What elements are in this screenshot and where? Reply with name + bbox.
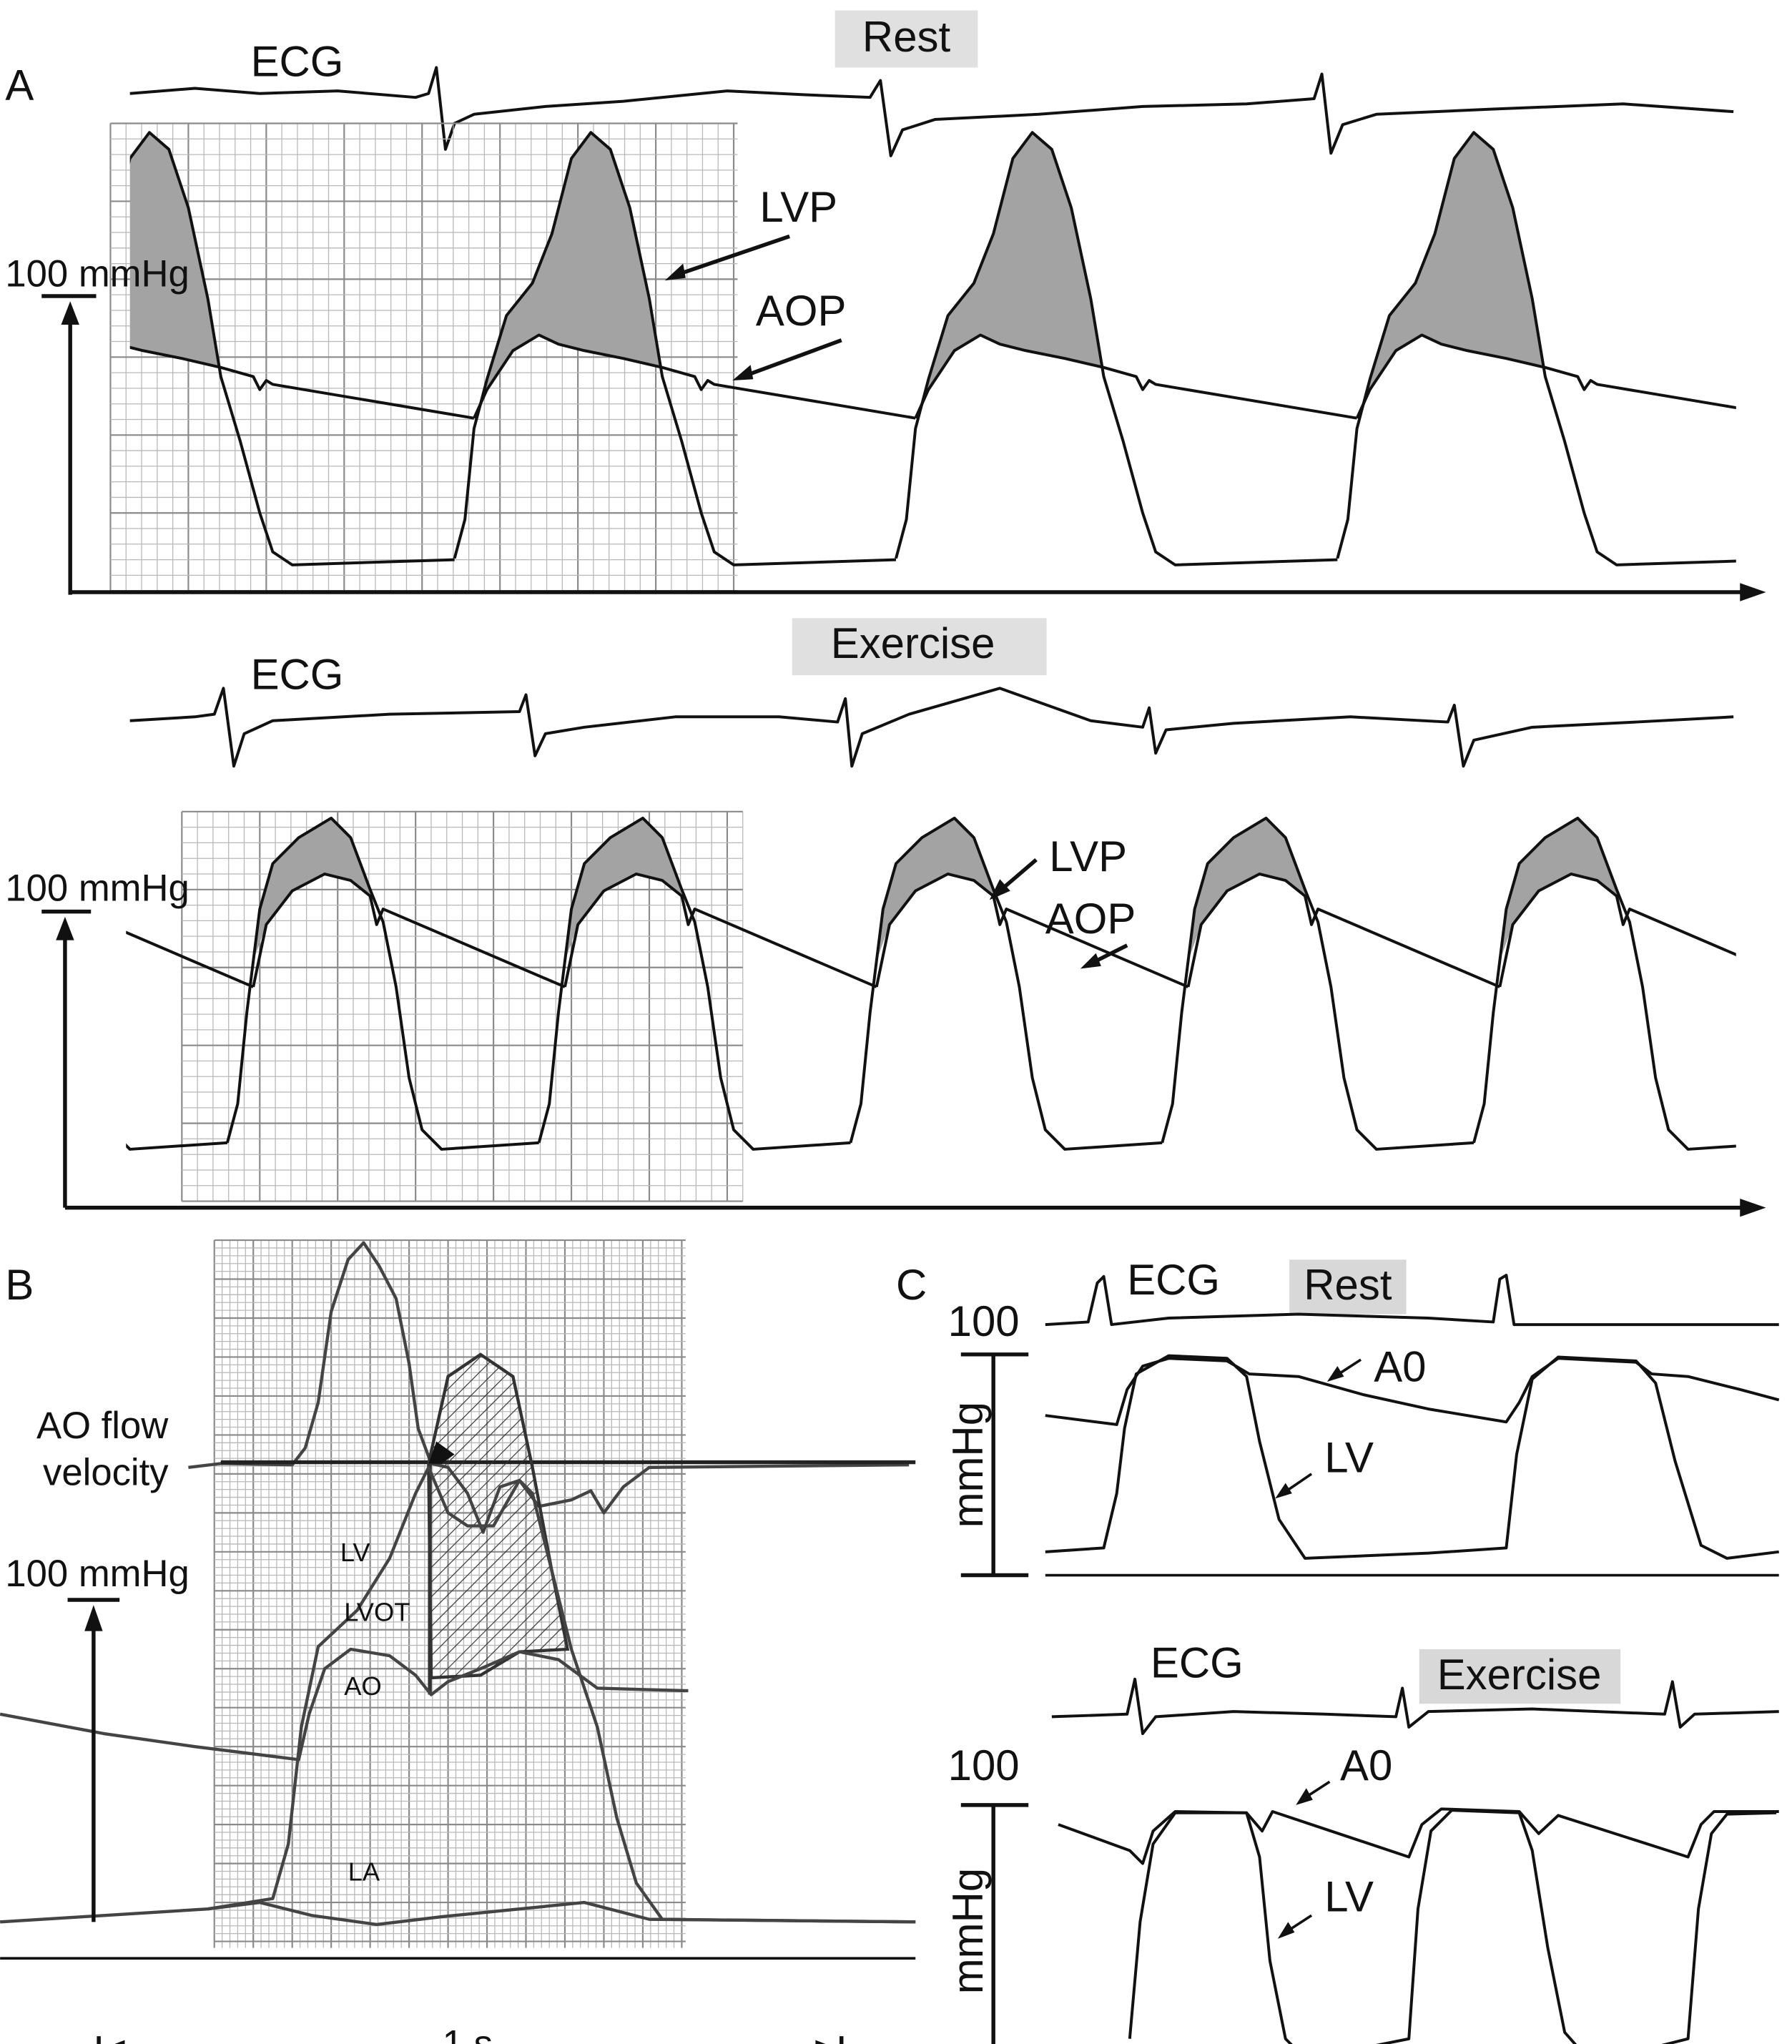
condition-label: Exercise [1437, 1651, 1602, 1699]
ecg-trace [129, 687, 1734, 768]
pointer [674, 234, 790, 277]
label-box [1419, 1649, 1621, 1704]
panel-a: A Rest ECG LVP AOP 100 mmHg [5, 10, 1766, 601]
ecg-label: ECG [1127, 1256, 1220, 1304]
panel-label: B [5, 1261, 34, 1309]
grid [213, 1239, 686, 1948]
arrowhead [56, 916, 74, 940]
lv-label: LV [1324, 1434, 1374, 1482]
lv-label: LV [1324, 1872, 1374, 1920]
arrowhead [1277, 1922, 1295, 1939]
lvp-label: LVP [759, 183, 837, 231]
ao-trace [0, 1647, 689, 1762]
ao-label: A0 [1340, 1741, 1392, 1789]
ecg-label: ECG [251, 651, 344, 699]
arrowhead [1080, 953, 1101, 969]
condition-label: Rest [1304, 1261, 1392, 1309]
aop-trace [1498, 873, 1736, 988]
trace-label: AO [344, 1671, 381, 1701]
lvp-trace [129, 131, 456, 566]
label-box [1289, 1259, 1407, 1315]
panel-c: C ECG Rest 100 mmHg A0 LV ECG Exercise 1… [896, 1256, 1780, 2044]
axis-unit: mmHg [944, 1402, 992, 1528]
lvp-trace [895, 131, 1339, 566]
axis-unit: mmHg [944, 1868, 992, 1994]
ao-label: A0 [1374, 1342, 1426, 1390]
la-trace [0, 1900, 916, 1927]
trace-label: LV [340, 1538, 370, 1567]
arrowhead [84, 1605, 103, 1631]
aop-label: AOP [1045, 895, 1136, 943]
arrowhead [1296, 1788, 1313, 1805]
arrowhead [664, 263, 686, 281]
aop-trace [129, 333, 476, 420]
arrowhead [1275, 1483, 1292, 1499]
ecg-trace [129, 66, 1734, 157]
label-box [835, 10, 978, 68]
arrowhead [989, 879, 1010, 900]
pressure-traces [129, 131, 1736, 566]
scale-label: 100 mmHg [5, 1553, 189, 1595]
flow-label: velocity [43, 1452, 169, 1494]
aop-trace [252, 873, 566, 988]
lv-trace [1045, 1354, 1779, 1560]
shaded-area [1357, 132, 1545, 429]
trace-label: LA [348, 1857, 380, 1887]
time-scale-label: 1 s [443, 2023, 493, 2044]
ecg-trace [1045, 1274, 1779, 1327]
arrowhead [1326, 1366, 1344, 1382]
aop-trace [914, 333, 1359, 420]
scale-value: 100 [948, 1297, 1020, 1345]
scale-label: 100 mmHg [5, 253, 189, 295]
aop-trace [1186, 873, 1502, 988]
aop-label: AOP [756, 287, 847, 335]
label-box [792, 618, 1047, 676]
flow-label: AO flow [36, 1405, 169, 1447]
notch [428, 1441, 455, 1464]
panel-b: B AO flow velocity LV LVOT AO LA 100 mmH… [0, 1239, 916, 2044]
shaded-area [473, 132, 663, 429]
lvp-trace [1336, 131, 1736, 566]
arrowhead [732, 365, 754, 381]
arrowhead [1740, 1198, 1766, 1217]
shaded-area [915, 132, 1104, 429]
pointer [742, 338, 842, 379]
pressure-traces [126, 816, 1736, 1151]
pointer [998, 858, 1038, 893]
lvp-label: LVP [1049, 832, 1127, 880]
ao-trace [1058, 1807, 1779, 1865]
ecg-label: ECG [251, 38, 344, 86]
condition-label: Exercise [831, 619, 995, 667]
aop-trace [875, 873, 1190, 988]
panel-label: A [5, 61, 34, 109]
aop-trace [563, 873, 878, 988]
arrowhead [1740, 583, 1766, 601]
ecg-label: ECG [1151, 1638, 1244, 1686]
panel-label: C [896, 1261, 927, 1309]
aop-trace [1355, 333, 1736, 420]
trace-label: LVOT [344, 1598, 410, 1627]
aop-trace [472, 333, 917, 420]
ecg-trace [1051, 1677, 1779, 1736]
condition-label: Rest [862, 13, 951, 61]
scale-value: 100 [948, 1741, 1020, 1789]
scale-label: 100 mmHg [5, 868, 189, 910]
arrowhead [61, 301, 79, 325]
ao-trace [1045, 1357, 1780, 1426]
lv-trace [207, 1465, 916, 1924]
panel-a-exercise: Exercise ECG LVP AOP 100 [5, 618, 1766, 1217]
flow-velocity-trace [188, 1241, 910, 1534]
lv-trace [1128, 1809, 1777, 2044]
